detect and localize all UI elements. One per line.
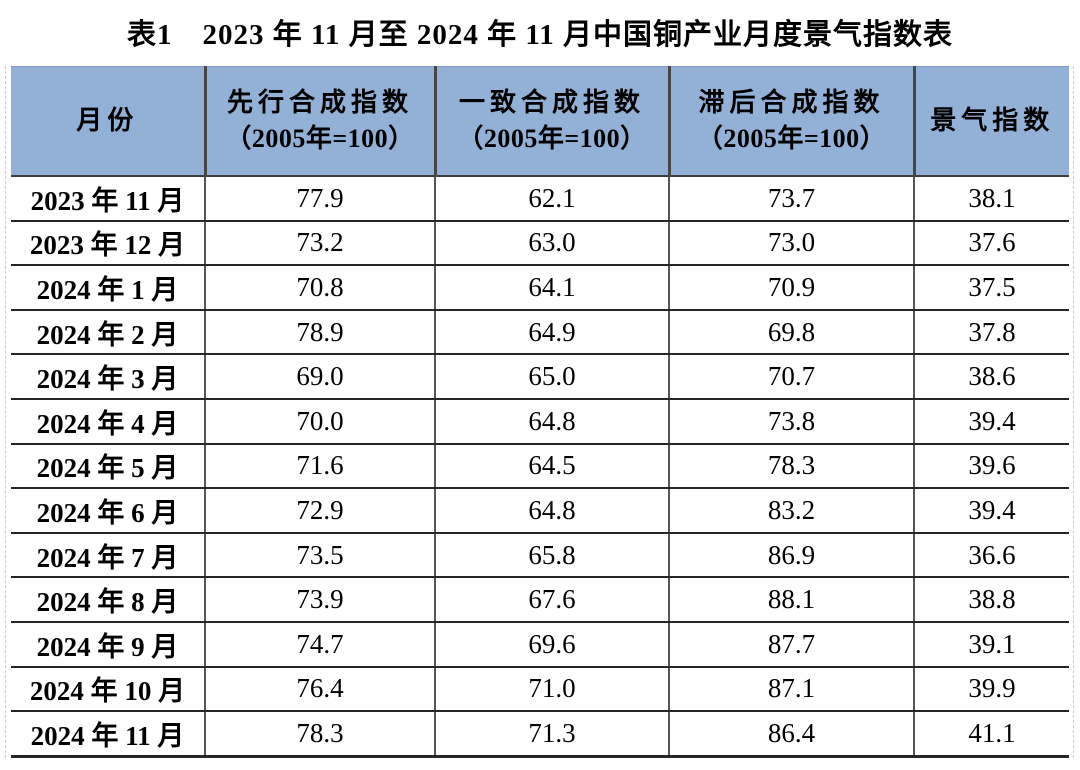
lagging-index-cell: 73.0 [668,220,914,267]
header-cell-month: 月份 [11,66,205,177]
lagging-index-cell: 86.4 [668,711,914,758]
leading-index-cell: 74.7 [204,621,435,668]
table-row: 2024 年 8 月 73.9 67.6 88.1 38.8 [11,577,1069,623]
prosperity-index-cell: 38.8 [913,577,1069,623]
table-row: 2024 年 7 月 73.5 65.8 86.9 36.6 [11,532,1069,579]
coincident-index-cell: 64.9 [434,309,669,356]
lagging-index-cell: 87.7 [668,621,914,668]
coincident-index-cell: 71.0 [434,666,669,713]
month-cell: 2024 年 1 月 [11,265,205,311]
table-row: 2024 年 3 月 69.0 65.0 70.7 38.6 [11,354,1069,400]
table-row: 2024 年 1 月 70.8 64.1 70.9 37.5 [11,265,1069,311]
prosperity-index-cell: 39.4 [913,398,1069,445]
leading-index-cell: 77.9 [204,176,435,222]
lagging-index-cell: 86.9 [668,532,914,579]
table-wrapper: 月份 先行合成指数 （2005年=100） 一致合成指数 （2005年=100） 滞… [5,66,1074,758]
month-cell: 2024 年 10 月 [11,666,205,713]
lagging-index-cell: 73.8 [668,398,914,445]
leading-index-cell: 69.0 [204,354,435,400]
table-row: 2024 年 10 月 76.4 71.0 87.1 39.9 [11,666,1069,713]
table-row: 2023 年 12 月 73.2 63.0 73.0 37.6 [11,220,1069,267]
header-label: 滞后合成指数 [698,87,885,117]
prosperity-index-cell: 37.8 [913,309,1069,356]
header-cell-coincident: 一致合成指数 （2005年=100） [433,66,669,177]
table-row: 2024 年 5 月 71.6 64.5 78.3 39.6 [11,443,1069,490]
header-sublabel: （2005年=100） [457,124,647,153]
coincident-index-cell: 64.5 [434,443,669,490]
leading-index-cell: 72.9 [204,488,435,534]
prosperity-index-cell: 39.1 [913,621,1069,668]
header-cell-lagging: 滞后合成指数 （2005年=100） [667,66,914,177]
leading-index-cell: 73.5 [204,532,435,579]
leading-index-cell: 78.3 [204,711,435,758]
prosperity-index-cell: 39.4 [913,488,1069,534]
month-cell: 2024 年 3 月 [11,354,205,400]
lagging-index-cell: 78.3 [668,443,914,490]
month-cell: 2024 年 11 月 [11,711,205,758]
prosperity-index-cell: 37.6 [913,220,1069,267]
leading-index-cell: 71.6 [204,443,435,490]
lagging-index-cell: 69.8 [668,309,914,356]
header-sublabel: （2005年=100） [696,124,887,153]
month-cell: 2024 年 4 月 [11,398,205,445]
table-row: 2024 年 4 月 70.0 64.8 73.8 39.4 [11,398,1069,445]
header-label: 先行合成指数 [226,87,413,117]
leading-index-cell: 73.9 [204,577,435,623]
coincident-index-cell: 64.8 [434,488,669,534]
coincident-index-cell: 65.0 [434,354,669,400]
month-cell: 2023 年 11 月 [11,176,205,222]
leading-index-cell: 78.9 [204,309,435,356]
lagging-index-cell: 83.2 [668,488,914,534]
lagging-index-cell: 73.7 [668,176,914,222]
month-cell: 2024 年 2 月 [11,309,205,356]
coincident-index-cell: 67.6 [434,577,669,623]
lagging-index-cell: 88.1 [668,577,914,623]
leading-index-cell: 73.2 [204,220,435,267]
month-cell: 2024 年 7 月 [11,532,205,579]
month-cell: 2023 年 12 月 [11,220,205,267]
coincident-index-cell: 65.8 [434,532,669,579]
prosperity-index-cell: 39.9 [913,666,1069,713]
coincident-index-cell: 63.0 [434,220,669,267]
prosperity-index-cell: 39.6 [913,443,1069,490]
leading-index-cell: 70.8 [204,265,435,311]
coincident-index-cell: 69.6 [434,621,669,668]
table-row: 2024 年 9 月 74.7 69.6 87.7 39.1 [11,621,1069,668]
lagging-index-cell: 70.7 [668,354,914,400]
header-label: 月份 [76,105,139,135]
leading-index-cell: 76.4 [204,666,435,713]
coincident-index-cell: 62.1 [434,176,669,222]
table-row: 2024 年 11 月 78.3 71.3 86.4 41.1 [11,711,1069,758]
header-row: 月份 先行合成指数 （2005年=100） 一致合成指数 （2005年=100） 滞… [11,66,1069,177]
coincident-index-cell: 71.3 [434,711,669,758]
header-label: 景气指数 [930,105,1055,135]
header-cell-leading: 先行合成指数 （2005年=100） [203,66,435,177]
lagging-index-cell: 70.9 [668,265,914,311]
table-row: 2024 年 6 月 72.9 64.8 83.2 39.4 [11,488,1069,534]
prosperity-index-cell: 38.6 [913,354,1069,400]
month-cell: 2024 年 8 月 [11,577,205,623]
coincident-index-cell: 64.1 [434,265,669,311]
month-cell: 2024 年 9 月 [11,621,205,668]
copper-industry-index-table: 月份 先行合成指数 （2005年=100） 一致合成指数 （2005年=100） 滞… [11,66,1069,758]
prosperity-index-cell: 37.5 [913,265,1069,311]
month-cell: 2024 年 5 月 [11,443,205,490]
prosperity-index-cell: 41.1 [913,711,1069,758]
header-label: 一致合成指数 [458,87,645,117]
table-row: 2023 年 11 月 77.9 62.1 73.7 38.1 [11,176,1069,222]
table-title: 表1 2023 年 11 月至 2024 年 11 月中国铜产业月度景气指数表 [126,19,954,51]
prosperity-index-cell: 38.1 [913,176,1069,222]
lagging-index-cell: 87.1 [668,666,914,713]
coincident-index-cell: 64.8 [434,398,669,445]
prosperity-index-cell: 36.6 [913,532,1069,579]
table-row: 2024 年 2 月 78.9 64.9 69.8 37.8 [11,309,1069,356]
month-cell: 2024 年 6 月 [11,488,205,534]
leading-index-cell: 70.0 [204,398,435,445]
header-cell-prosperity: 景气指数 [912,66,1069,177]
header-sublabel: （2005年=100） [225,124,415,153]
